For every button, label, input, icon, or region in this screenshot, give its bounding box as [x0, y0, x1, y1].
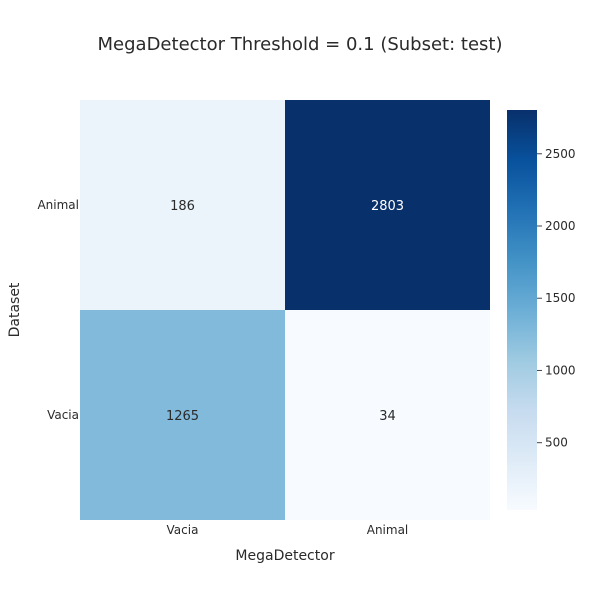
heatmap-cell-label: 186 — [170, 199, 195, 214]
heatmap-cell — [285, 100, 490, 310]
y-axis-title: Dataset — [7, 282, 23, 337]
heatmap-cell-label: 2803 — [371, 199, 404, 214]
heatmap-cell-label: 34 — [379, 409, 396, 424]
heatmap-cell — [80, 310, 285, 520]
x-tick-label: Animal — [367, 523, 409, 537]
heatmap-cells — [80, 100, 490, 520]
heatmap-cell-label: 1265 — [166, 409, 199, 424]
colorbar-tick-label: 1000 — [545, 363, 576, 377]
colorbar-tick-label: 2500 — [545, 147, 576, 161]
heatmap-cell-labels: 186 2803 1265 34 — [166, 199, 404, 424]
colorbar-tick-label: 1500 — [545, 291, 576, 305]
y-axis-ticks: Animal Vacia — [37, 198, 79, 422]
chart-title: MegaDetector Threshold = 0.1 (Subset: te… — [98, 34, 503, 55]
x-axis-ticks: Vacia Animal — [167, 523, 409, 537]
x-tick-label: Vacia — [167, 523, 199, 537]
y-tick-label: Vacia — [47, 408, 79, 422]
y-tick-label: Animal — [37, 198, 79, 212]
colorbar-tick-label: 2000 — [545, 219, 576, 233]
colorbar — [507, 110, 537, 510]
heatmap-cell — [285, 310, 490, 520]
heatmap-cell — [80, 100, 285, 310]
x-axis-title: MegaDetector — [235, 548, 334, 564]
colorbar-tick-label: 500 — [545, 436, 568, 450]
colorbar-ticks: 500 1000 1500 2000 2500 — [537, 147, 576, 450]
